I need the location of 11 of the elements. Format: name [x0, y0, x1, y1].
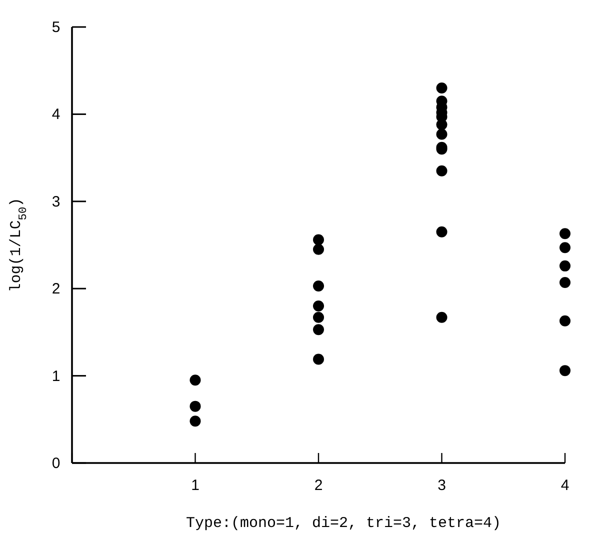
y-tick-label: 5: [52, 19, 60, 36]
y-tick-label: 1: [52, 368, 60, 385]
x-tick-label: 4: [560, 477, 570, 494]
x-axis-title: Type:(mono=1, di=2, tri=3, tetra=4): [186, 515, 502, 532]
x-tick-label: 1: [191, 477, 200, 494]
y-tick-label: 4: [52, 106, 60, 124]
x-tick-label: 3: [438, 477, 446, 494]
y-tick-label: 0: [52, 455, 60, 472]
x-tick-label: 2: [314, 477, 323, 494]
y-tick-label: 3: [52, 193, 60, 210]
y-tick-label: 2: [52, 280, 60, 298]
